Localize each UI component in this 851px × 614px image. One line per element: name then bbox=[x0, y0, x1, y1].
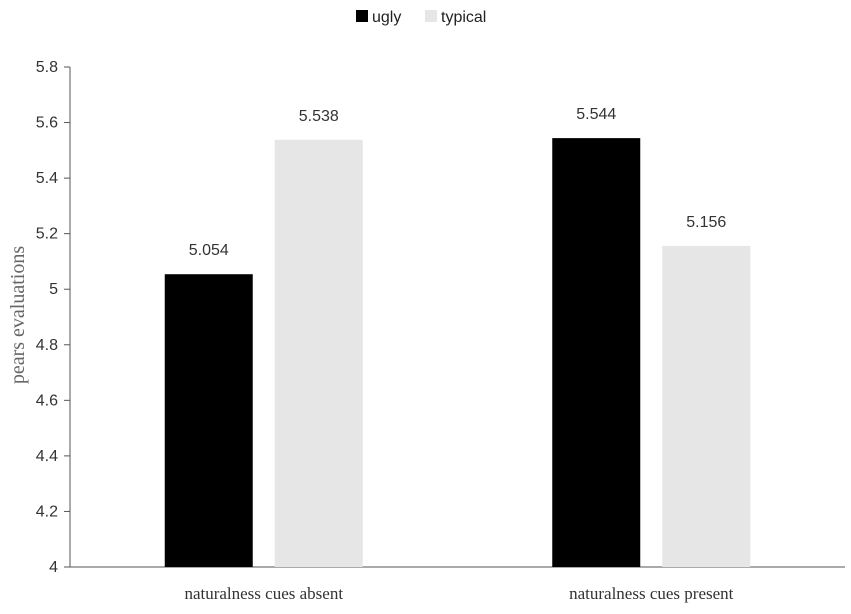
bar-ugly-1 bbox=[552, 138, 641, 567]
bar-typical-0 bbox=[274, 139, 363, 567]
y-tick-label: 5 bbox=[49, 281, 58, 298]
y-tick-label: 4 bbox=[49, 559, 58, 576]
y-tick-label: 5.6 bbox=[36, 115, 58, 132]
legend: ugly typical bbox=[356, 9, 486, 26]
data-label-typical-0: 5.538 bbox=[299, 108, 339, 125]
legend-swatch-ugly bbox=[356, 10, 368, 22]
y-axis-title: pears evaluations bbox=[7, 246, 29, 384]
y-axis-ticks: 4 4.2 4.4 4.6 4.8 5 5.2 5.4 5.6 5.8 bbox=[36, 59, 70, 576]
bar-typical-1 bbox=[662, 245, 751, 567]
y-tick-label: 5.8 bbox=[36, 59, 58, 76]
data-label-typical-1: 5.156 bbox=[686, 214, 726, 231]
y-tick-label: 4.6 bbox=[36, 392, 58, 409]
data-label-ugly-1: 5.544 bbox=[576, 106, 616, 123]
data-labels: 5.054 5.538 5.544 5.156 bbox=[189, 106, 727, 259]
x-category-label: naturalness cues present bbox=[569, 584, 734, 603]
y-tick-label: 4.4 bbox=[36, 448, 58, 465]
data-label-ugly-0: 5.054 bbox=[189, 242, 229, 259]
y-tick-label: 4.8 bbox=[36, 337, 58, 354]
bar-ugly-0 bbox=[164, 274, 253, 567]
legend-swatch-typical bbox=[425, 10, 437, 22]
x-category-label: naturalness cues absent bbox=[184, 584, 343, 603]
legend-label-typical: typical bbox=[441, 9, 486, 26]
y-tick-label: 4.2 bbox=[36, 503, 58, 520]
legend-label-ugly: ugly bbox=[372, 9, 401, 26]
y-tick-label: 5.4 bbox=[36, 170, 58, 187]
x-axis-labels: naturalness cues absent naturalness cues … bbox=[184, 584, 733, 603]
y-tick-label: 5.2 bbox=[36, 226, 58, 243]
bars bbox=[164, 138, 751, 567]
